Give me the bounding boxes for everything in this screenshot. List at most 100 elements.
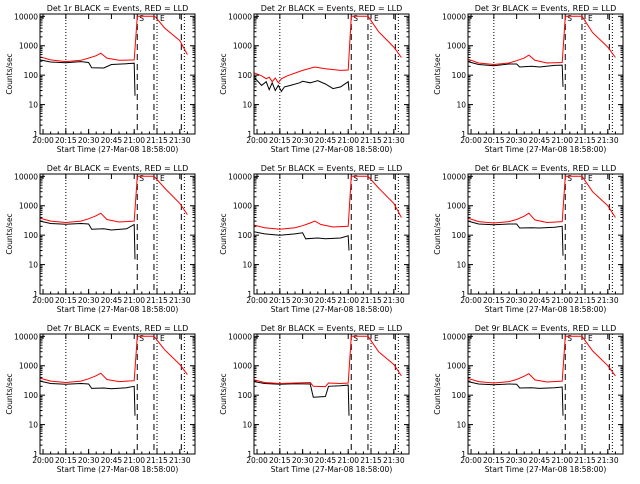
series-line-lld (253, 15, 402, 84)
start-marker-label: S (567, 14, 572, 23)
x-tick-label: 21:00 (337, 136, 359, 145)
start-marker-label: S (139, 174, 144, 183)
y-tick-label: 1000 (19, 42, 38, 51)
x-tick-label: 20:45 (315, 136, 337, 145)
panel-title: Det 9r BLACK = Events, RED = LLD (475, 324, 617, 333)
x-tick-label: 21:15 (146, 136, 168, 145)
x-tick-label: 20:30 (506, 296, 528, 305)
series-line-events (253, 231, 350, 251)
y-tick-label: 10000 (228, 332, 252, 341)
plot-frame (39, 333, 196, 455)
y-tick-label: 1000 (447, 42, 466, 51)
x-axis-label: Start Time (27-Mar-08 18:58:00) (485, 305, 607, 314)
x-tick-label: 21:15 (574, 136, 596, 145)
x-axis-label: Start Time (27-Mar-08 18:58:00) (271, 305, 393, 314)
y-tick-label: 100 (24, 71, 39, 80)
series-line-events (39, 59, 136, 96)
y-tick-label: 10 (28, 261, 38, 270)
x-tick-label: 21:15 (574, 456, 596, 465)
end-marker-label: E (374, 174, 379, 183)
y-tick-label: 1 (247, 130, 252, 139)
start-marker-label: S (139, 334, 144, 343)
y-axis-label: Counts/sec (433, 213, 442, 254)
x-tick-label: 21:00 (337, 296, 359, 305)
y-axis-label: Counts/sec (5, 213, 14, 254)
panel-title: Det 3r BLACK = Events, RED = LLD (475, 4, 617, 13)
x-tick-label: 20:00 (246, 136, 268, 145)
x-tick-label: 21:00 (551, 456, 573, 465)
x-tick-label: 20:15 (269, 456, 291, 465)
y-axis-label: Counts/sec (219, 373, 228, 414)
y-tick-label: 100 (238, 231, 253, 240)
x-tick-label: 21:00 (123, 136, 145, 145)
plot-frame (39, 13, 196, 135)
x-axis-label: Start Time (27-Mar-08 18:58:00) (57, 305, 179, 314)
x-tick-label: 20:15 (269, 136, 291, 145)
x-tick-label: 20:00 (460, 456, 482, 465)
y-tick-label: 1000 (447, 202, 466, 211)
series-line-lld (467, 175, 616, 224)
x-tick-label: 20:00 (460, 136, 482, 145)
end-marker-label: E (374, 334, 379, 343)
y-tick-label: 1000 (233, 42, 252, 51)
y-tick-label: 1 (461, 290, 466, 299)
plot-frame (467, 173, 624, 295)
x-axis-label: Start Time (27-Mar-08 18:58:00) (57, 465, 179, 474)
x-tick-label: 21:15 (360, 136, 382, 145)
y-tick-label: 1000 (233, 202, 252, 211)
x-tick-label: 21:15 (360, 456, 382, 465)
x-tick-label: 21:00 (123, 456, 145, 465)
plot-frame (39, 173, 196, 295)
x-tick-label: 21:15 (360, 296, 382, 305)
x-tick-label: 21:00 (551, 136, 573, 145)
y-axis-label: Counts/sec (219, 53, 228, 94)
x-tick-label: 20:45 (101, 296, 123, 305)
y-tick-label: 1000 (19, 362, 38, 371)
x-tick-label: 20:00 (32, 296, 54, 305)
y-tick-label: 1 (247, 290, 252, 299)
x-tick-label: 20:15 (55, 296, 77, 305)
x-tick-label: 20:45 (101, 456, 123, 465)
panel-title: Det 8r BLACK = Events, RED = LLD (261, 324, 403, 333)
x-tick-label: 20:30 (78, 136, 100, 145)
x-tick-label: 20:00 (460, 296, 482, 305)
panel-title: Det 1r BLACK = Events, RED = LLD (47, 4, 189, 13)
x-tick-label: 21:30 (169, 296, 191, 305)
x-tick-label: 21:30 (597, 136, 619, 145)
x-tick-label: 21:30 (169, 456, 191, 465)
y-tick-label: 1000 (19, 202, 38, 211)
y-tick-label: 10 (242, 101, 252, 110)
y-tick-label: 1 (461, 450, 466, 459)
y-tick-label: 1 (461, 130, 466, 139)
y-tick-label: 100 (238, 391, 253, 400)
y-tick-label: 10 (28, 421, 38, 430)
panel-title: Det 4r BLACK = Events, RED = LLD (47, 164, 189, 173)
x-tick-label: 20:45 (101, 136, 123, 145)
y-tick-label: 100 (452, 391, 467, 400)
x-axis-label: Start Time (27-Mar-08 18:58:00) (57, 145, 179, 154)
panel-title: Det 6r BLACK = Events, RED = LLD (475, 164, 617, 173)
plot-frame (467, 13, 624, 135)
y-tick-label: 10 (456, 261, 466, 270)
series-line-events (467, 61, 564, 87)
series-line-lld (253, 335, 402, 388)
start-marker-label: S (567, 174, 572, 183)
x-tick-label: 20:00 (32, 136, 54, 145)
start-marker-label: S (353, 334, 358, 343)
x-tick-label: 20:30 (78, 456, 100, 465)
x-tick-label: 21:30 (169, 136, 191, 145)
end-marker-label: E (160, 174, 165, 183)
x-tick-label: 20:15 (483, 296, 505, 305)
x-tick-label: 20:15 (55, 136, 77, 145)
y-tick-label: 1 (33, 290, 38, 299)
plot-frame (253, 333, 410, 455)
x-tick-label: 21:30 (383, 456, 405, 465)
x-tick-label: 20:30 (292, 456, 314, 465)
x-tick-label: 20:15 (483, 136, 505, 145)
